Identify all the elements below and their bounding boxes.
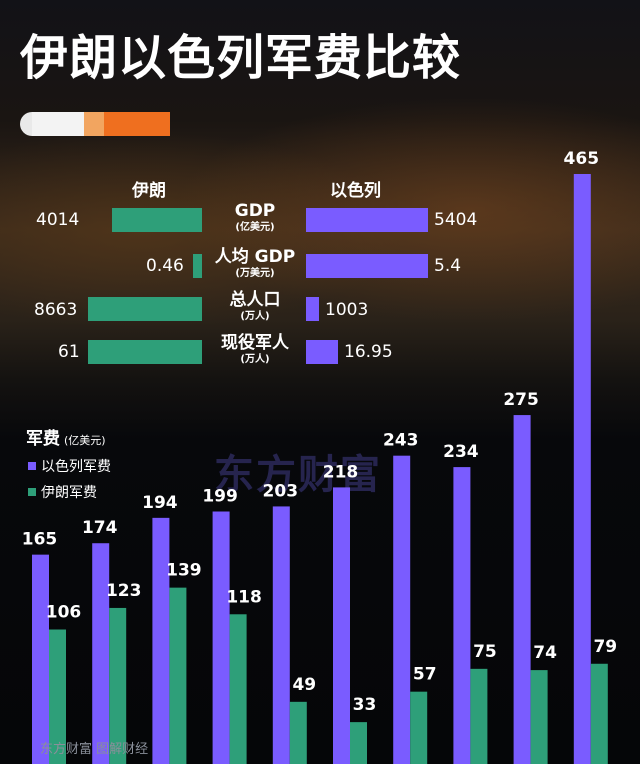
iran-spending-bar bbox=[229, 614, 247, 764]
israel-spending-label: 165 bbox=[22, 530, 58, 550]
gdp-label: GDP (亿美元) bbox=[234, 201, 276, 233]
israel-spending-label: 218 bbox=[323, 462, 359, 482]
iran-column-header: 伊朗 bbox=[132, 181, 166, 201]
israel-spending-bar bbox=[212, 511, 230, 764]
israel-spending-bar bbox=[333, 487, 350, 764]
iran-spending-label: 106 bbox=[46, 603, 82, 623]
israel-gdp-value: 5404 bbox=[434, 210, 478, 230]
iran-spending-bar bbox=[169, 587, 187, 764]
iran-spending-label: 49 bbox=[292, 675, 316, 695]
israel-military-personnel-bar bbox=[306, 340, 338, 364]
iran-spending-label: 33 bbox=[353, 695, 377, 715]
iran-spending-label: 139 bbox=[166, 561, 202, 581]
population-label: 总人口 (万人) bbox=[229, 290, 281, 322]
israel-gdp-bar bbox=[306, 208, 428, 232]
iran-gdp-per-capita-value: 0.46 bbox=[146, 256, 184, 276]
legend-title: 军费 (亿美元) bbox=[26, 429, 106, 449]
israel-spending-label: 234 bbox=[443, 442, 479, 462]
iran-spending-bar bbox=[590, 663, 608, 764]
israel-spending-label: 243 bbox=[383, 431, 419, 451]
iran-military-personnel-bar bbox=[88, 340, 202, 364]
iran-spending-label: 123 bbox=[106, 581, 142, 601]
iran-spending-bar bbox=[49, 629, 66, 764]
israel-spending-bar bbox=[573, 174, 591, 764]
israel-spending-label: 275 bbox=[503, 390, 539, 410]
iran-population-bar bbox=[88, 297, 202, 321]
israel-spending-bar bbox=[393, 455, 411, 764]
military-personnel-label: 现役军人 (万人) bbox=[221, 333, 289, 365]
israel-population-bar bbox=[306, 297, 319, 321]
legend-iran-label: 伊朗军费 bbox=[41, 485, 97, 501]
israel-spending-bar bbox=[513, 415, 531, 764]
gdp-per-capita-label: 人均 GDP (万美元) bbox=[214, 247, 296, 279]
iran-gdp-bar bbox=[112, 208, 202, 232]
legend-iran-swatch bbox=[28, 488, 36, 496]
israel-gdp-per-capita-bar bbox=[306, 254, 428, 278]
israel-column-header: 以色列 bbox=[330, 181, 381, 201]
iran-population-value: 8663 bbox=[34, 300, 78, 320]
legend-iran: 伊朗军费 bbox=[28, 482, 97, 502]
israel-population-value: 1003 bbox=[325, 300, 369, 320]
decorative-pill bbox=[20, 112, 170, 136]
iran-gdp-value: 4014 bbox=[36, 210, 80, 230]
israel-spending-bar bbox=[92, 543, 110, 764]
israel-military-personnel-value: 16.95 bbox=[344, 342, 393, 362]
iran-spending-label: 57 bbox=[413, 665, 437, 685]
iran-spending-label: 118 bbox=[226, 587, 262, 607]
watermark: 东方财富 bbox=[214, 452, 382, 498]
iran-military-personnel-value: 61 bbox=[58, 342, 80, 362]
iran-spending-bar bbox=[109, 607, 127, 764]
israel-spending-label: 465 bbox=[564, 149, 600, 169]
iran-spending-bar bbox=[410, 691, 428, 764]
israel-spending-bar bbox=[32, 554, 49, 764]
footer-credit: 东方财富 图解财经 bbox=[40, 742, 149, 757]
iran-spending-bar bbox=[530, 670, 548, 764]
israel-gdp-per-capita-value: 5.4 bbox=[434, 256, 462, 276]
iran-gdp-per-capita-bar bbox=[193, 254, 202, 278]
israel-spending-label: 194 bbox=[142, 493, 178, 513]
israel-spending-bar bbox=[272, 506, 290, 764]
iran-spending-label: 74 bbox=[533, 643, 557, 663]
israel-spending-label: 174 bbox=[82, 518, 118, 538]
iran-spending-bar bbox=[289, 701, 307, 764]
israel-spending-label: 199 bbox=[202, 487, 238, 507]
israel-spending-bar bbox=[152, 517, 170, 764]
legend-israel-label: 以色列军费 bbox=[41, 459, 111, 475]
legend-israel-swatch bbox=[28, 462, 36, 470]
page-title: 伊朗以色列军费比较 bbox=[20, 30, 462, 86]
iran-spending-bar bbox=[470, 668, 488, 764]
iran-spending-bar bbox=[350, 722, 367, 764]
iran-spending-label: 79 bbox=[593, 637, 617, 657]
legend-israel: 以色列军费 bbox=[28, 456, 111, 476]
israel-spending-label: 203 bbox=[263, 481, 299, 501]
iran-spending-label: 75 bbox=[473, 642, 497, 662]
israel-spending-bar bbox=[453, 467, 471, 764]
